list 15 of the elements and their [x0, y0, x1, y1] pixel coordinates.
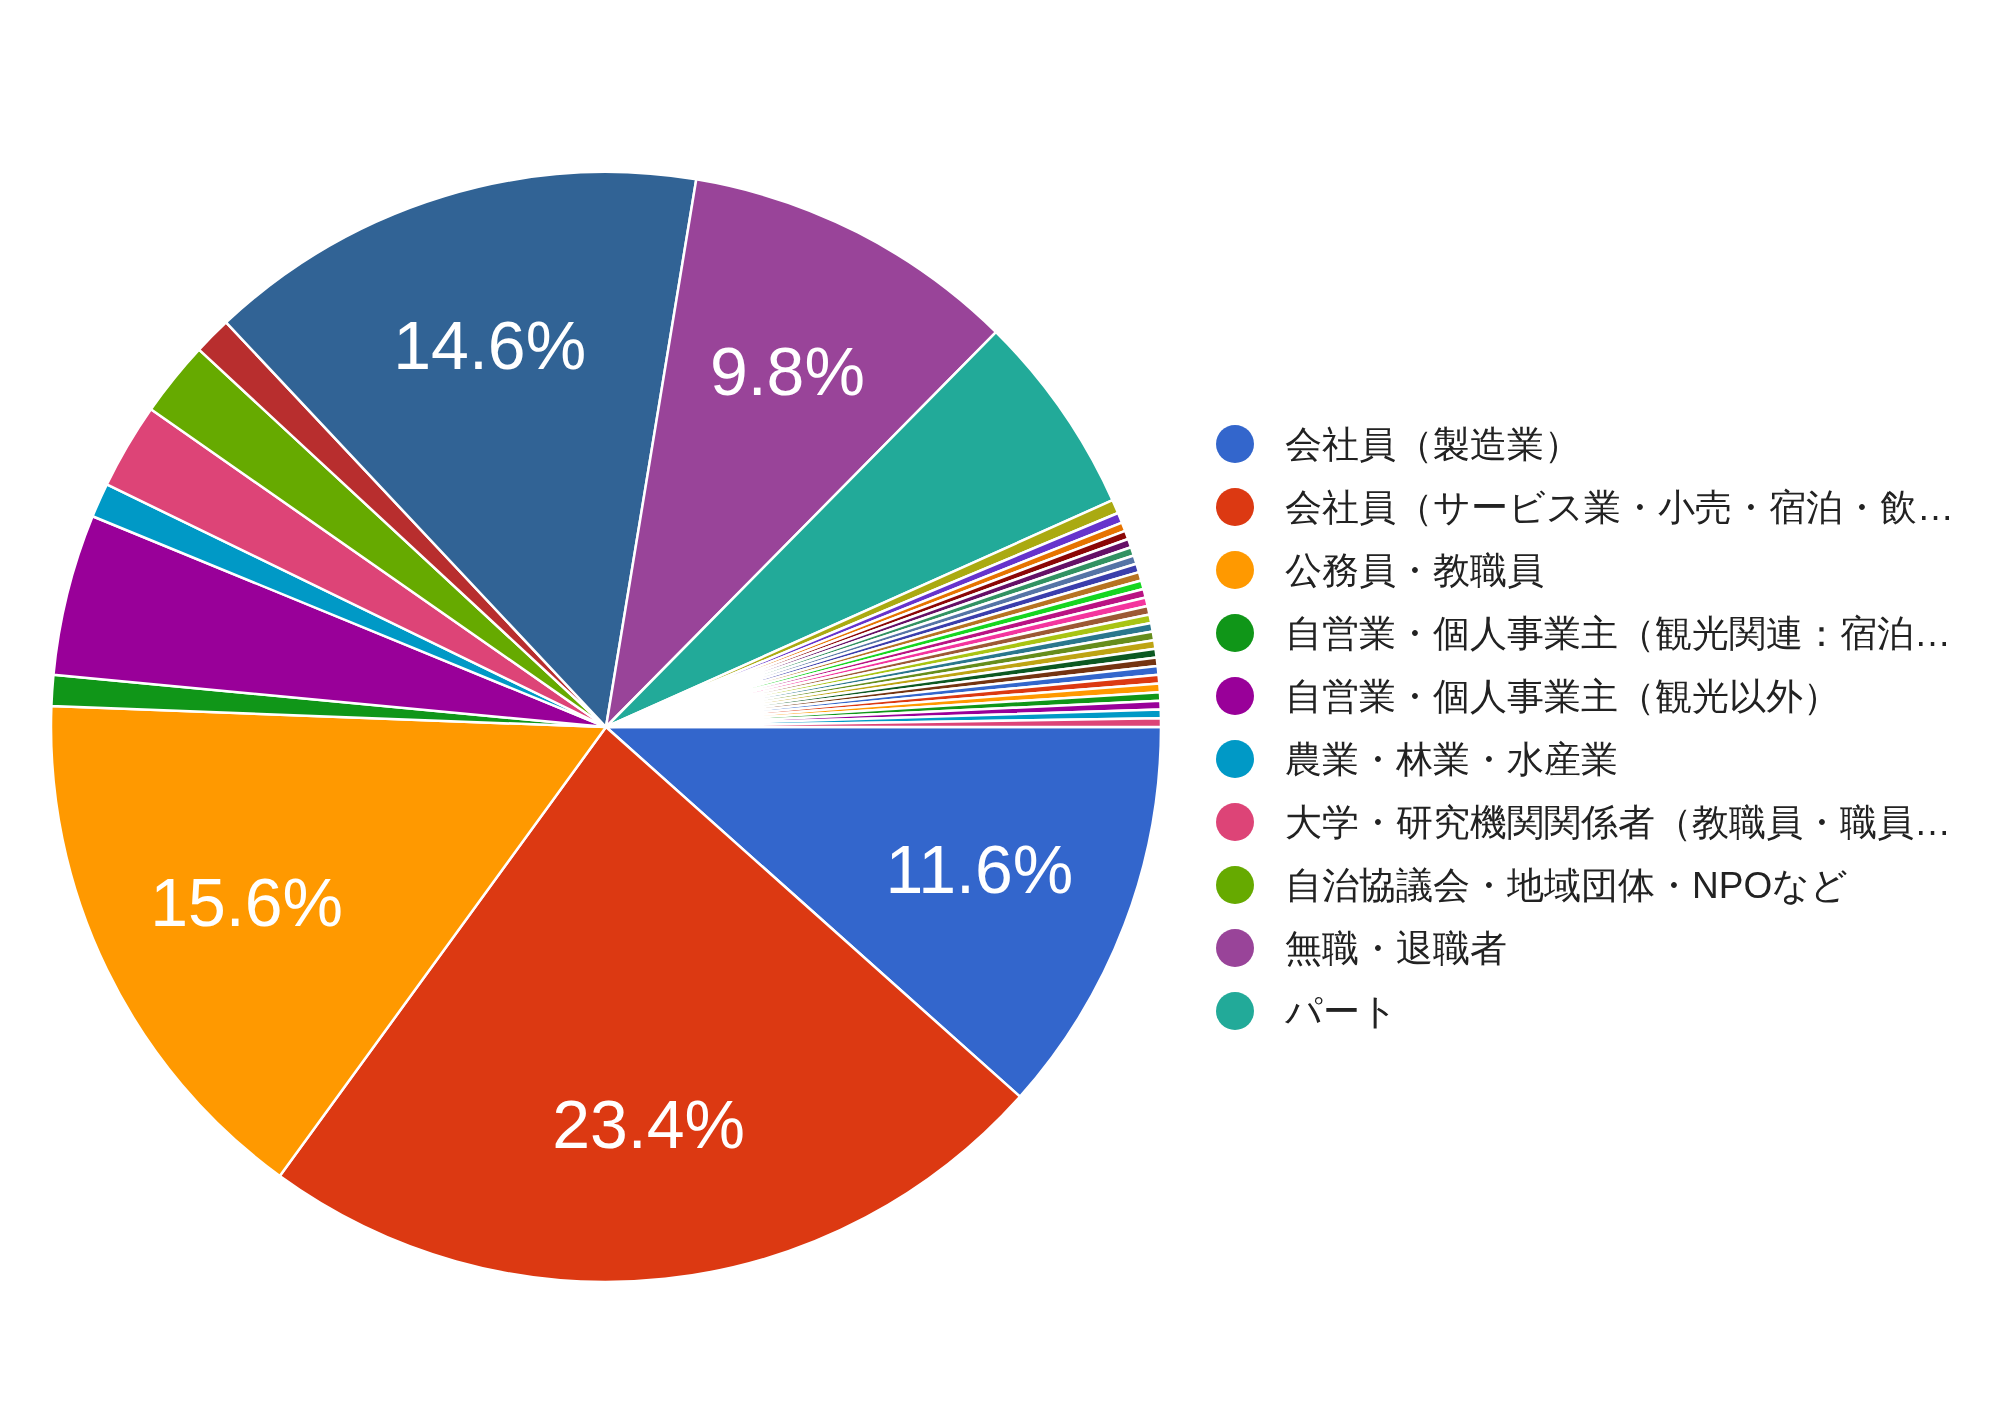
legend-label: 農業・林業・水産業 — [1285, 738, 1618, 780]
legend-label: 大学・研究機関関係者（教職員・職員… — [1285, 801, 1951, 843]
legend-label: 自営業・個人事業主（観光以外） — [1285, 675, 1840, 717]
legend-label: パート — [1284, 990, 1398, 1032]
legend-label: 自治協議会・地域団体・NPOなど — [1285, 864, 1849, 906]
data-label: 9.8% — [709, 332, 865, 409]
legend-label: 会社員（製造業） — [1285, 423, 1581, 465]
legend-label: 会社員（サービス業・小売・宿泊・飲… — [1285, 486, 1954, 528]
data-label: 23.4% — [552, 1086, 746, 1163]
legend-label: 自営業・個人事業主（観光関連：宿泊… — [1285, 612, 1951, 654]
data-label: 15.6% — [150, 863, 343, 940]
legend-label: 無職・退職者 — [1285, 927, 1507, 969]
data-label: 14.6% — [393, 306, 587, 383]
data-label: 11.6% — [885, 831, 1074, 908]
legend-label: 公務員・教職員 — [1285, 549, 1544, 591]
